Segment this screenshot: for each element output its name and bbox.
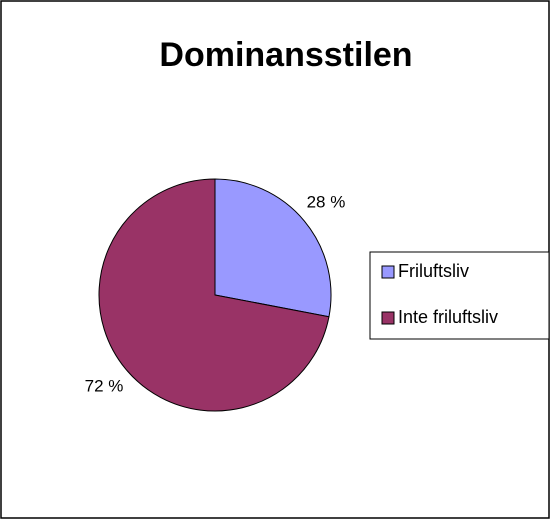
- legend-swatch: [381, 265, 395, 279]
- slice-label: 72 %: [85, 376, 124, 395]
- pie-slice: [214, 178, 332, 318]
- legend-label: Inte friluftsliv: [398, 307, 498, 327]
- chart-title: Dominansstilen: [159, 36, 412, 74]
- legend-box: [369, 251, 550, 340]
- slice-label: 28 %: [307, 193, 346, 212]
- legend-label: Friluftsliv: [398, 261, 469, 281]
- legend-swatch: [381, 311, 395, 325]
- pie-slice: [98, 178, 330, 412]
